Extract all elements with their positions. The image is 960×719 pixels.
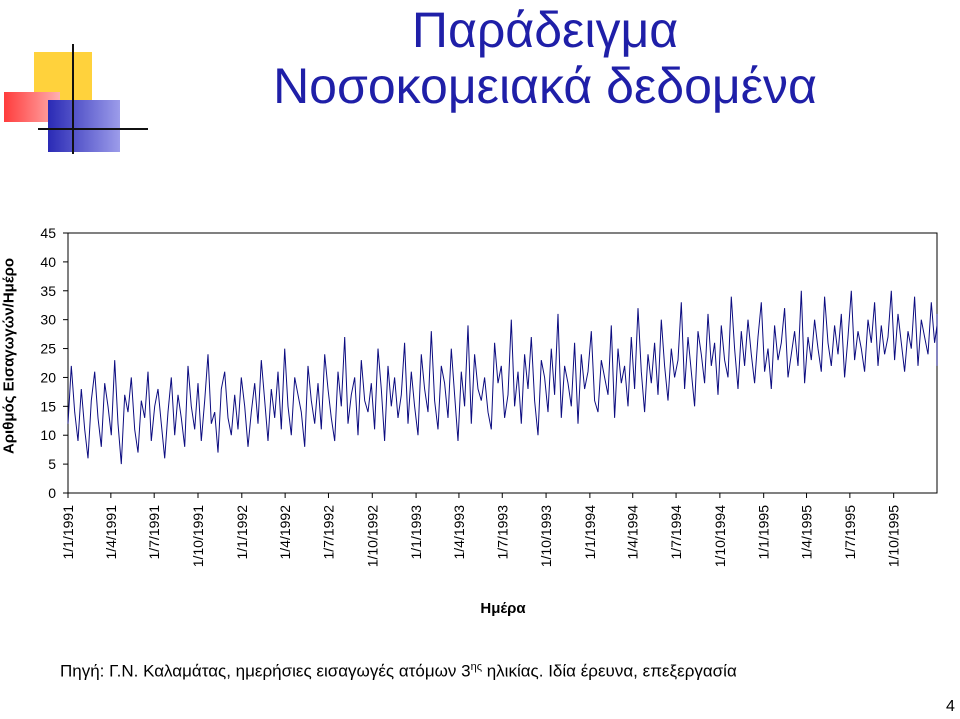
series-line xyxy=(67,290,938,465)
x-tick-label: 1/4/1992 xyxy=(277,505,293,560)
x-ticks: 1/1/1991 1/4/1991 1/7/1991 1/10/1991 1/1/199… xyxy=(60,493,902,567)
deco-vertical-line xyxy=(72,44,74,154)
x-tick-label: 1/7/1995 xyxy=(842,505,858,560)
x-tick-label: 1/4/1991 xyxy=(103,505,119,560)
x-tick-label: 1/7/1994 xyxy=(668,505,684,560)
y-tick-label: 25 xyxy=(40,341,56,357)
source-superscript: ης xyxy=(470,661,482,673)
source-text-end: ηλικίας. Ιδία έρευνα, επεξεργασία xyxy=(482,661,737,681)
x-tick-label: 1/1/1995 xyxy=(756,505,772,560)
x-tick-label: 1/7/1992 xyxy=(320,505,336,560)
y-tick-label: 10 xyxy=(40,427,56,443)
y-tick-label: 30 xyxy=(40,312,56,328)
chart-axes xyxy=(67,232,938,494)
x-tick-label: 1/1/1994 xyxy=(582,505,598,560)
title-line-1: Παράδειγμα xyxy=(411,2,679,58)
source-text: Πηγή: Γ.Ν. Καλαμάτας, ημερήσιες εισαγωγέ… xyxy=(60,661,471,681)
x-tick-label: 1/10/1992 xyxy=(364,505,380,567)
x-tick-label: 1/4/1993 xyxy=(451,505,467,560)
x-tick-label: 1/10/1991 xyxy=(190,505,206,567)
y-tick-label: 15 xyxy=(40,398,56,414)
x-tick-label: 1/7/1993 xyxy=(494,505,510,560)
plot-frame xyxy=(67,232,938,494)
y-tick-label: 40 xyxy=(40,254,56,270)
x-tick-label: 1/1/1993 xyxy=(408,505,424,560)
x-tick-label: 1/10/1993 xyxy=(538,505,554,567)
x-tick-label: 1/4/1994 xyxy=(625,505,641,560)
x-tick-label: 1/7/1991 xyxy=(146,505,162,560)
source-note: Πηγή: Γ.Ν. Καλαμάτας, ημερήσιες εισαγωγέ… xyxy=(60,661,737,682)
y-ticks: 0 5 10 15 20 25 30 35 40 45 xyxy=(40,225,68,501)
y-tick-label: 20 xyxy=(40,369,56,385)
x-tick-label: 1/1/1991 xyxy=(60,505,76,560)
x-tick-label: 1/4/1995 xyxy=(799,505,815,560)
y-tick-label: 35 xyxy=(40,283,56,299)
y-tick-label: 5 xyxy=(48,456,56,472)
deco-blue-square xyxy=(48,100,120,152)
x-axis-label: Ημέρα xyxy=(480,600,526,617)
x-tick-label: 1/10/1994 xyxy=(712,505,728,567)
page-number: 4 xyxy=(946,698,955,715)
slide-title: Παράδειγμα Νοσοκομειακά δεδομένα xyxy=(190,2,900,114)
x-tick-label: 1/10/1995 xyxy=(886,505,902,567)
title-line-2: Νοσοκομειακά δεδομένα xyxy=(273,58,817,114)
x-tick-label: 1/1/1992 xyxy=(234,505,250,560)
y-tick-label: 45 xyxy=(40,225,56,241)
y-tick-label: 0 xyxy=(48,485,56,501)
deco-horizontal-line xyxy=(38,128,148,130)
